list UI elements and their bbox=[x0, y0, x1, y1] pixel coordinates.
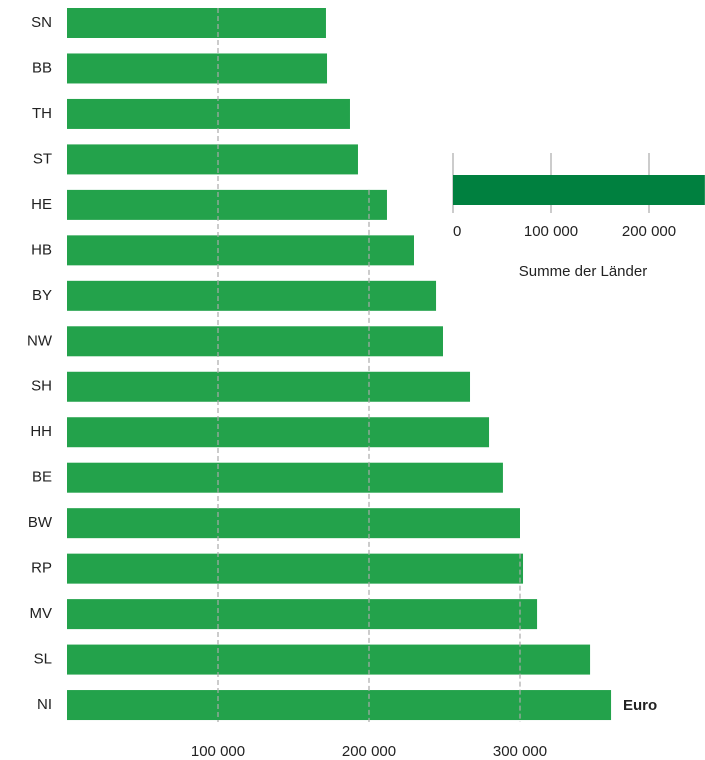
y-tick-label: MV bbox=[30, 605, 53, 622]
x-tick-label: 100 000 bbox=[191, 743, 245, 760]
y-tick-label: NI bbox=[37, 696, 52, 713]
y-tick-label: BY bbox=[32, 287, 52, 304]
x-tick-label: 0 bbox=[453, 223, 461, 240]
bar bbox=[67, 508, 520, 539]
x-tick-label: 100 000 bbox=[524, 223, 578, 240]
y-tick-label: RP bbox=[31, 560, 52, 577]
y-tick-label: SL bbox=[34, 651, 52, 668]
y-tick-label: BB bbox=[32, 59, 52, 76]
y-tick-label: BW bbox=[28, 514, 53, 531]
bar bbox=[453, 175, 705, 205]
bar bbox=[67, 371, 471, 402]
x-axis-label: Summe der Länder bbox=[519, 263, 647, 280]
y-tick-label: ST bbox=[33, 150, 52, 167]
bar bbox=[67, 417, 490, 448]
bar bbox=[67, 189, 387, 220]
unit-label: Euro bbox=[623, 697, 657, 714]
y-tick-label: BE bbox=[32, 469, 52, 486]
y-tick-label: NW bbox=[27, 332, 53, 349]
y-tick-label: HB bbox=[31, 241, 52, 258]
bar bbox=[67, 8, 326, 38]
bar bbox=[67, 599, 538, 630]
y-tick-label: TH bbox=[32, 105, 52, 122]
bar bbox=[67, 144, 358, 175]
y-tick-label: HH bbox=[30, 423, 52, 440]
bar bbox=[67, 235, 414, 266]
x-tick-label: 200 000 bbox=[622, 223, 676, 240]
y-tick-label: SN bbox=[31, 14, 52, 31]
bar bbox=[67, 462, 503, 493]
bar bbox=[67, 690, 612, 721]
bar bbox=[67, 98, 350, 129]
bar bbox=[67, 53, 328, 84]
y-tick-label: HE bbox=[31, 196, 52, 213]
bar bbox=[67, 280, 437, 311]
x-tick-label: 300 000 bbox=[493, 743, 547, 760]
bar bbox=[67, 553, 524, 584]
x-tick-label: 200 000 bbox=[342, 743, 396, 760]
bar bbox=[67, 326, 443, 357]
y-tick-label: SH bbox=[31, 378, 52, 395]
bar bbox=[67, 644, 591, 675]
